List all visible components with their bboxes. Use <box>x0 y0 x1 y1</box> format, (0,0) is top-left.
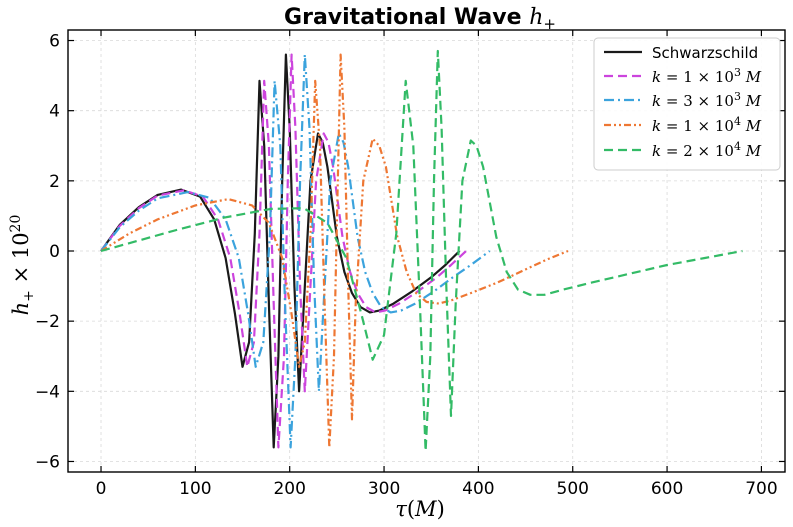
legend-label-k1e4: k = 1 × 104 M <box>652 115 762 135</box>
y-tick-label: −4 <box>35 382 60 402</box>
x-tick-label: 100 <box>179 479 211 499</box>
series-line-4 <box>100 49 743 453</box>
legend-box <box>593 37 781 171</box>
legend: Schwarzschild k = 1 × 103 M k = 3 × 103 … <box>593 37 781 171</box>
x-tick-label: 200 <box>273 479 305 499</box>
y-tick-label: 6 <box>49 32 60 52</box>
legend-label-k2e4: k = 2 × 104 M <box>652 140 762 160</box>
x-tick-label: 0 <box>96 479 107 499</box>
y-tick-label: −6 <box>35 452 60 472</box>
y-tick-label: 4 <box>49 102 60 122</box>
y-tick-label: −2 <box>35 312 60 332</box>
series-lines <box>100 49 743 453</box>
x-tick-label: 500 <box>557 479 589 499</box>
y-axis-label: h+ × 1020 <box>8 215 37 316</box>
x-tick-label: 300 <box>368 479 400 499</box>
x-axis-label: τ(M) <box>395 497 445 521</box>
ticks: 0 100 200 300 400 500 600 700 −6 −4 −2 0 2 4 6 <box>35 30 785 499</box>
legend-label-k1e3: k = 1 × 103 M <box>652 66 762 86</box>
x-tick-label: 400 <box>462 479 494 499</box>
series-line-3 <box>100 53 569 449</box>
y-tick-label: 0 <box>49 242 60 262</box>
legend-label-schwarzschild: Schwarzschild <box>652 44 758 62</box>
legend-label-k3e3: k = 3 × 103 M <box>652 90 762 110</box>
series-line-1 <box>100 53 467 449</box>
y-tick-label: 2 <box>49 172 60 192</box>
chart-title: Gravitational Wave h+ <box>284 5 556 33</box>
x-tick-label: 700 <box>745 479 777 499</box>
x-tick-label: 600 <box>651 479 683 499</box>
